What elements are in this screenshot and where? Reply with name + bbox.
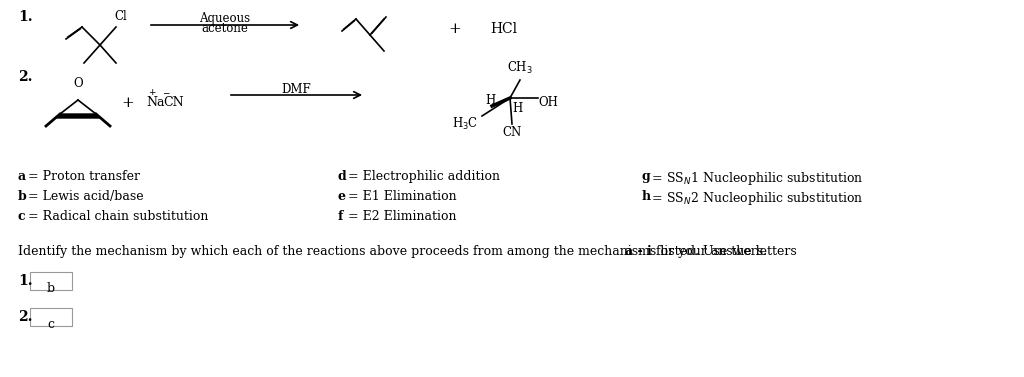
Text: a - i: a - i <box>625 245 651 258</box>
Text: a: a <box>18 170 27 183</box>
Text: DMF: DMF <box>282 83 311 96</box>
Text: HCl: HCl <box>490 22 517 36</box>
Text: 1.: 1. <box>18 274 33 288</box>
Text: e: e <box>338 190 346 203</box>
Text: Cl: Cl <box>114 10 127 23</box>
Text: H: H <box>512 102 522 115</box>
Text: for your answers.: for your answers. <box>651 245 767 258</box>
Text: H: H <box>485 94 496 107</box>
Text: CH$_3$: CH$_3$ <box>507 60 532 76</box>
Text: +: + <box>449 22 462 36</box>
Text: f: f <box>338 210 343 223</box>
Text: b: b <box>18 190 27 203</box>
Text: = SS$_{N}$1 Nucleophilic substitution: = SS$_{N}$1 Nucleophilic substitution <box>648 170 863 187</box>
Text: = SS$_{N}$2 Nucleophilic substitution: = SS$_{N}$2 Nucleophilic substitution <box>648 190 863 207</box>
Text: 1.: 1. <box>18 10 33 24</box>
Text: c: c <box>18 210 26 223</box>
Text: = Electrophilic addition: = Electrophilic addition <box>344 170 500 183</box>
Text: g: g <box>642 170 650 183</box>
Text: h: h <box>642 190 651 203</box>
Text: = Radical chain substitution: = Radical chain substitution <box>24 210 208 223</box>
Text: d: d <box>338 170 347 183</box>
Text: acetone: acetone <box>202 22 249 35</box>
Text: Na: Na <box>146 96 165 109</box>
Text: OH: OH <box>538 96 558 109</box>
Text: CN: CN <box>503 126 521 139</box>
Text: CN: CN <box>163 96 183 109</box>
Text: −: − <box>162 88 170 97</box>
Text: +: + <box>122 96 134 110</box>
Text: Aqueous: Aqueous <box>200 12 251 25</box>
Text: b: b <box>47 282 55 295</box>
Text: = E2 Elimination: = E2 Elimination <box>344 210 457 223</box>
Bar <box>30 272 72 290</box>
Text: +: + <box>148 88 156 97</box>
Text: 2.: 2. <box>18 310 33 324</box>
Text: H$_3$C: H$_3$C <box>452 116 478 132</box>
Text: Identify the mechanism by which each of the reactions above proceeds from among : Identify the mechanism by which each of … <box>18 245 801 258</box>
Bar <box>30 308 72 326</box>
Text: = E1 Elimination: = E1 Elimination <box>344 190 457 203</box>
Text: c: c <box>47 318 54 331</box>
Text: O: O <box>73 77 83 90</box>
Text: = Lewis acid/base: = Lewis acid/base <box>24 190 143 203</box>
Text: 2.: 2. <box>18 70 33 84</box>
Text: = Proton transfer: = Proton transfer <box>24 170 140 183</box>
Polygon shape <box>56 114 100 118</box>
